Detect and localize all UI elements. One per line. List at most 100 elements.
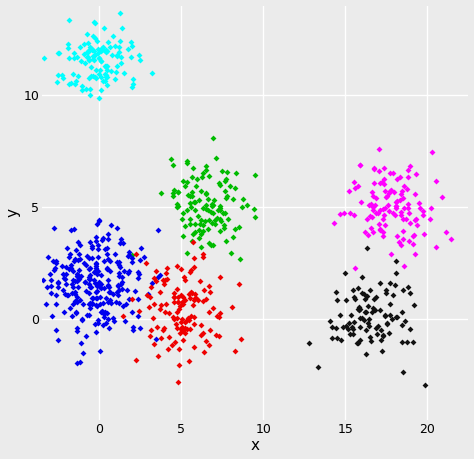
Point xyxy=(212,216,219,223)
Point xyxy=(47,276,55,283)
Point xyxy=(83,311,91,319)
Point xyxy=(88,294,95,302)
Point xyxy=(71,289,79,296)
Point xyxy=(186,199,193,207)
Point xyxy=(177,265,185,273)
Point xyxy=(148,280,155,287)
Point xyxy=(191,229,199,236)
Point xyxy=(82,85,90,92)
Point xyxy=(85,254,92,262)
Point xyxy=(366,286,374,293)
Point xyxy=(216,204,223,212)
X-axis label: x: x xyxy=(251,438,260,453)
Point xyxy=(59,74,66,82)
Point xyxy=(381,187,388,195)
Point xyxy=(97,347,104,354)
Point xyxy=(104,315,112,323)
Point xyxy=(380,232,387,240)
Point xyxy=(199,221,206,229)
Point xyxy=(70,300,77,307)
Point xyxy=(210,201,217,208)
Point xyxy=(48,312,56,319)
Point xyxy=(73,360,81,367)
Point xyxy=(52,257,60,264)
Point xyxy=(169,190,176,197)
Point xyxy=(392,269,400,277)
Point xyxy=(179,233,187,240)
Point xyxy=(115,269,122,277)
Point xyxy=(351,293,358,301)
Point xyxy=(113,62,120,69)
Point xyxy=(401,317,409,325)
Point xyxy=(187,269,194,276)
Point xyxy=(95,279,103,286)
Point xyxy=(181,277,189,284)
Point xyxy=(392,212,399,219)
Point xyxy=(380,212,388,219)
Point xyxy=(69,284,77,291)
Point xyxy=(129,326,137,333)
Point xyxy=(221,209,229,217)
Point xyxy=(147,284,155,291)
Point xyxy=(232,225,239,232)
Point xyxy=(367,200,374,207)
Point xyxy=(426,216,434,223)
Point xyxy=(187,192,194,200)
Point xyxy=(379,332,386,339)
Point xyxy=(198,243,205,250)
Point xyxy=(157,190,165,197)
Point xyxy=(102,49,110,56)
Point xyxy=(405,209,413,217)
Point xyxy=(100,46,108,53)
Point xyxy=(71,255,79,263)
Point xyxy=(370,164,377,172)
Point xyxy=(173,200,181,207)
Point xyxy=(76,241,84,249)
Point xyxy=(185,316,192,324)
Point xyxy=(235,224,243,231)
Point xyxy=(380,164,388,172)
Point xyxy=(73,273,81,280)
Point xyxy=(203,337,210,344)
Point xyxy=(93,294,100,302)
Point xyxy=(156,305,164,313)
Point xyxy=(199,253,206,261)
Point xyxy=(101,71,109,78)
Point xyxy=(144,291,152,298)
Point xyxy=(73,299,81,306)
Point xyxy=(97,285,105,292)
Point xyxy=(167,155,175,162)
Point xyxy=(189,239,196,246)
Point xyxy=(328,335,336,342)
Point xyxy=(86,312,93,319)
Point xyxy=(371,306,379,313)
Point xyxy=(351,296,358,303)
Point xyxy=(76,255,83,263)
Point xyxy=(66,305,73,312)
Point xyxy=(82,287,90,295)
Point xyxy=(181,325,189,332)
Point xyxy=(104,281,112,289)
Point xyxy=(103,73,111,80)
Point xyxy=(86,56,93,64)
Point xyxy=(341,269,349,277)
Point xyxy=(115,299,123,307)
Point xyxy=(128,254,136,262)
Point xyxy=(174,294,182,301)
Point xyxy=(73,270,81,278)
Point xyxy=(398,321,405,329)
Point xyxy=(86,264,94,272)
Point xyxy=(73,325,81,332)
Point xyxy=(209,201,216,208)
Point xyxy=(52,259,60,267)
Point xyxy=(199,205,207,212)
Point xyxy=(153,323,161,330)
Point xyxy=(94,319,101,326)
Point xyxy=(173,203,181,210)
Point xyxy=(218,167,226,174)
Point xyxy=(147,326,155,334)
Point xyxy=(216,309,224,317)
Point xyxy=(410,231,418,239)
Point xyxy=(150,340,158,347)
Point xyxy=(118,279,126,286)
